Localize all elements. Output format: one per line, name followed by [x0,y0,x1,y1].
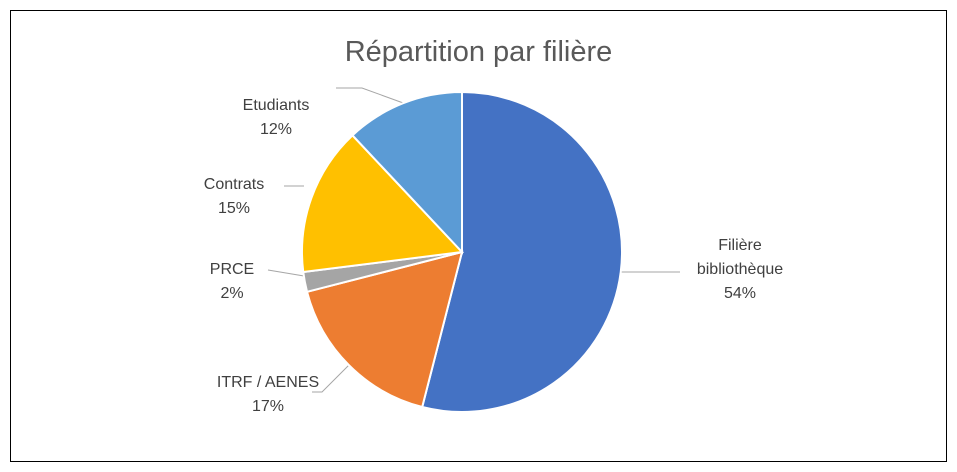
pie-slice [305,250,464,409]
slice-label: PRCE 2% [192,258,272,306]
category-label: Contrats [203,176,265,193]
pie-slice [420,90,623,413]
slice-label: Etudiants 12% [216,94,336,142]
value-label: 12% [259,121,293,138]
pie-slice [301,133,465,274]
value-label: 54% [723,285,757,302]
leader-line [312,363,351,393]
slice-label: ITRF / AENES 17% [188,371,348,419]
leader-lines [267,87,680,393]
leader-line [267,269,305,277]
category-label: Etudiants [242,97,310,114]
slice-label: Contrats 15% [174,173,294,221]
leader-line [336,87,407,105]
chart-frame [10,10,947,462]
pie-slice [351,90,463,255]
chart-title: Répartition par filière [344,36,613,68]
category-label: Filière bibliothèque [696,237,784,278]
category-label: PRCE [209,261,255,278]
value-label: 2% [220,285,244,302]
slice-label: Filière bibliothèque 54% [685,234,795,306]
value-label: 15% [217,200,251,217]
value-label: 17% [251,398,285,415]
category-label: ITRF / AENES [216,374,320,391]
